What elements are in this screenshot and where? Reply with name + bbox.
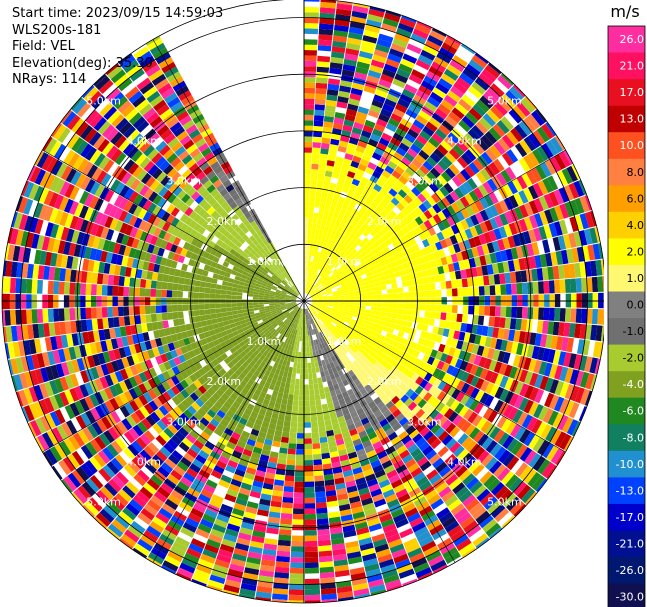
colorbar-swatch [608,450,645,478]
colorbar-swatch [608,557,645,585]
scan-info: Start time: 2023/09/15 14:59:03 WLS200s-… [12,6,223,89]
colorbar-swatch [608,318,645,346]
range-ring-label: 5.0km [86,495,121,508]
range-ring-label: 3.0km [166,415,201,428]
colorbar-tick-label: 2.0 [627,245,645,258]
colorbar-tick-label: -17.0 [616,511,644,524]
colorbar-swatch [608,211,645,239]
colorbar-swatch [608,265,645,293]
colorbar-swatch [608,424,645,452]
colorbar-swatch [608,291,645,319]
colorbar-swatch [608,477,645,505]
colorbar-tick-label: 26.0 [620,33,645,46]
range-ring-label: 5.0km [487,95,522,108]
range-ring-label: 3.0km [166,175,201,188]
range-ring-labels: 1.0km 1.0km 1.0km 1.0km 2.0km 2.0km 2.0km 2.0km… [86,95,521,509]
colorbar-tick-label: -30.0 [616,591,644,604]
colorbar-tick-label: -2.0 [623,352,644,365]
start-time: Start time: 2023/09/15 14:59:03 [12,6,224,21]
colorbar-swatch [608,185,645,213]
colorbar-swatch [608,397,645,425]
range-ring-label: 1.0km [247,255,282,268]
range-ring-label: 2.0km [367,215,402,228]
colorbar-swatch [608,238,645,266]
field-name: Field: VEL [12,39,75,54]
colorbar-tick-label: 10.0 [620,139,645,152]
colorbar-tick-label: -4.0 [623,378,644,391]
range-ring-label: 1.0km [327,255,362,268]
range-ring-label: 1.0km [247,335,282,348]
colorbar-swatch [608,52,645,80]
range-ring-label: 3.0km [407,415,442,428]
colorbar-unit: m/s [610,2,639,21]
range-ring-label: 2.0km [207,375,242,388]
colorbar-swatch [608,503,645,531]
range-ring-label: 5.0km [487,495,522,508]
colorbar-tick-label: 8.0 [627,166,645,179]
colorbar-swatch [608,158,645,186]
colorbar-tick-label: 0.0 [627,299,645,312]
colorbar-tick-label: -1.0 [623,325,644,338]
colorbar-swatch [608,530,645,558]
range-ring-label: 2.0km [207,215,242,228]
colorbar-tick-label: -10.0 [616,458,644,471]
colorbar-tick-label: 21.0 [620,60,645,73]
instrument-name: WLS200s-181 [12,22,102,38]
range-ring-label: 4.0km [447,455,482,468]
colorbar-tick-label: -6.0 [623,405,644,418]
nrays: NRays: 114 [12,72,87,87]
radar-ppi: 1.0km 1.0km 1.0km 1.0km 2.0km 2.0km 2.0km 2.0km… [1,0,604,604]
colorbar-tick-label: 6.0 [627,192,645,205]
colorbar-tick-label: 4.0 [627,219,645,232]
range-ring-label: 2.0km [367,375,402,388]
colorbar-swatch [608,79,645,107]
colorbar-tick-label: 17.0 [620,86,645,99]
colorbar-swatch [608,371,645,399]
colorbar-tick-label: -13.0 [616,484,644,497]
azimuth-lines [2,0,604,603]
range-ring-label: 4.0km [447,135,482,148]
colorbar-swatch [608,132,645,160]
colorbar-tick-label: -21.0 [616,538,644,551]
colorbar-swatch [608,105,645,133]
colorbar-swatch [608,26,645,54]
colorbar-tick-label: 13.0 [620,113,645,126]
elevation: Elevation(deg): 35.30 [12,55,153,71]
range-ring-label: 3.0km [407,175,442,188]
colorbar-tick-label: -8.0 [623,431,644,444]
range-ring-label: 4.0km [126,135,161,148]
range-ring-label: 4.0km [126,455,161,468]
velocity-colorbar: m/s 26.0 21.0 17.0 13.0 10.0 8.0 6.0 4.0 2.0 1.0 0.… [607,2,646,607]
range-ring-label: 1.0km [327,335,362,348]
velocity-gates [2,0,604,603]
colorbar-tick-label: -26.0 [616,564,644,577]
colorbar-tick-label: 1.0 [627,272,645,285]
colorbar-swatch [608,583,645,607]
range-ring-label: 5.0km [86,95,121,108]
colorbar-swatch [608,344,645,372]
